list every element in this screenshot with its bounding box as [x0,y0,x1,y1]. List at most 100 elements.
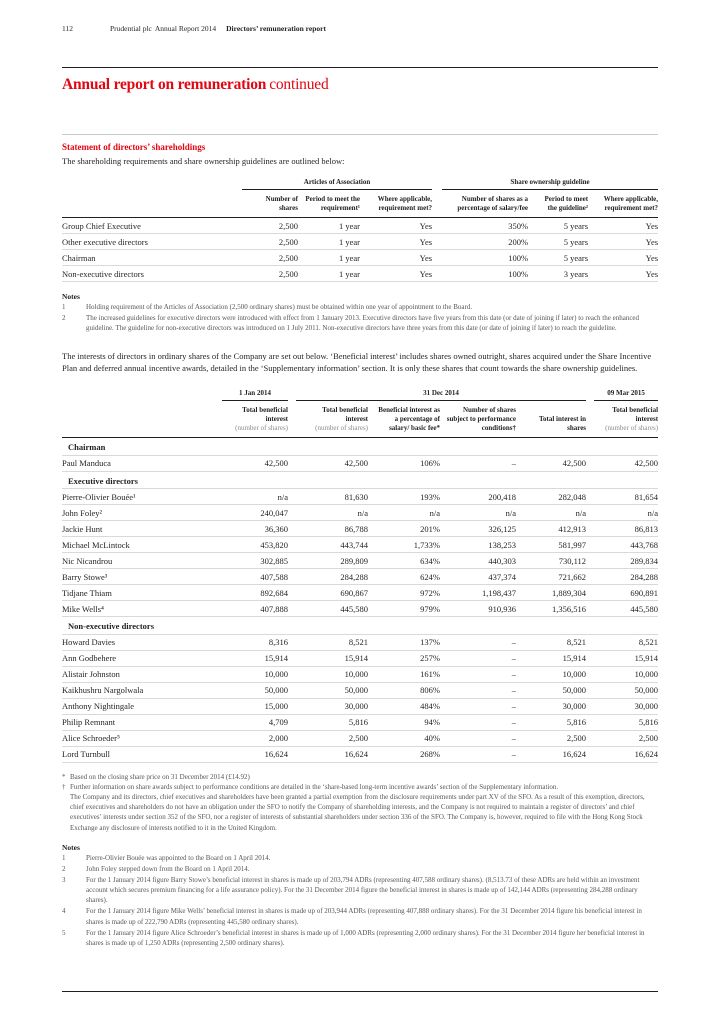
note-number: 2 [62,864,66,873]
cell: 302,885 [222,552,288,570]
cell: Yes [588,249,659,267]
footnotes-block: * Based on the closing share price on 31… [62,772,658,833]
cell: 42,500 [296,455,368,472]
row-label: Howard Davies [62,634,222,651]
row-label: Group Chief Executive [62,217,242,235]
note-text: John Foley stepped down from the Board o… [86,864,250,873]
cell: 5,816 [296,714,368,731]
cell: 161% [368,666,440,683]
row-label: Alice Schroeder⁵ [62,730,222,747]
group-header-row: Articles of Association Share ownership … [62,178,659,190]
cell: 624% [368,568,440,586]
interests-paragraph: The interests of directors in ordinary s… [62,350,652,374]
cell: 16,624 [516,746,587,763]
table-row: Alice Schroeder⁵ 2,000 2,500 40% – 2,500… [62,730,659,747]
cell: 412,913 [516,520,587,538]
column-group-guideline: Share ownership guideline [442,178,659,190]
cell: 443,768 [594,536,659,554]
page-title-continued: continued [269,76,329,93]
cell: 1 year [298,249,360,267]
column-header-row: Total beneficial interest (number of shar… [62,400,659,439]
column-title: Beneficial interest as a percentage of s… [378,406,440,433]
footnote-dagger-marker: † [62,783,66,792]
table-row: Paul Manduca 42,500 42,500 106% – 42,500… [62,455,659,472]
cell: 445,580 [296,600,368,618]
note-text: For the 1 January 2014 figure Mike Wells… [86,907,642,926]
cell: 2,500 [242,233,298,251]
table-row: Howard Davies 8,316 8,521 137% – 8,521 8… [62,634,659,651]
date-group-row: 1 Jan 2014 31 Dec 2014 09 Mar 2015 [62,389,659,402]
cell: – [440,698,516,715]
column-title: Total interest in shares [538,415,587,433]
cell: n/a [296,504,368,522]
cell: 15,914 [296,650,368,667]
cell: 440,303 [440,552,516,570]
column-header: Number of shares subject to performance … [440,400,516,439]
cell: 81,630 [296,488,368,506]
column-header: Where applicable, requirement met? [588,189,659,219]
cell: 106% [368,455,440,472]
cell: 15,914 [594,650,659,667]
cell: 42,500 [594,455,659,472]
cell: 5,816 [516,714,587,731]
row-label: Anthony Nightingale [62,698,222,715]
cell: 690,867 [296,584,368,602]
cell: 30,000 [516,698,587,715]
report-name: Annual Report 2014 [154,24,217,33]
table-row: Anthony Nightingale 15,000 30,000 484% –… [62,698,659,715]
notes-heading: Notes [62,292,80,302]
cell: 2,500 [516,730,587,747]
note-text: Holding requirement of the Articles of A… [86,303,473,312]
table-row: Group Chief Executive 2,500 1 year Yes 3… [62,217,659,235]
cell: n/a [368,504,440,522]
row-label: Barry Stowe³ [62,568,222,586]
row-label: Mike Wells⁴ [62,600,222,618]
cell: 30,000 [296,698,368,715]
cell: 5 years [528,233,589,251]
cell: 1 year [298,217,360,235]
cell: n/a [222,488,288,506]
cell: – [440,746,516,763]
title-block: Annual report on remuneration continued [62,67,658,94]
cell: 2,500 [594,730,659,747]
cell: 10,000 [222,666,288,683]
cell: 8,521 [594,634,659,651]
cell: 407,588 [222,568,288,586]
note-item: 3 For the 1 January 2014 figure Barry St… [62,875,658,905]
table-section-heading: Chairman [62,437,659,456]
note-number: 1 [62,853,66,862]
cell: 50,000 [222,682,288,699]
row-label: Ann Godbehere [62,650,222,667]
footnote-star-text: Based on the closing share price on 31 D… [70,772,250,781]
column-header: Total beneficial interest (number of shar… [296,400,368,439]
cell: 40% [368,730,440,747]
cell: 979% [368,600,440,618]
cell: 8,316 [222,634,288,651]
table-row: Philip Remnant 4,709 5,816 94% – 5,816 5… [62,714,659,731]
page-title-main: Annual report on remuneration [62,76,267,93]
column-header: Total beneficial interest (number of shar… [594,400,659,439]
cell: – [440,455,516,472]
cell: n/a [594,504,659,522]
table-row: Jackie Hunt 36,360 86,788 201% 326,125 4… [62,520,659,538]
cell: 437,374 [440,568,516,586]
cell: 1,198,437 [440,584,516,602]
note-number: 1 [62,303,66,312]
table-row: Barry Stowe³ 407,588 284,288 624% 437,37… [62,568,659,586]
column-header: Period to meet the requirement¹ [298,189,360,219]
cell: 2,500 [242,249,298,267]
cell: Yes [360,265,433,283]
intro-text: The shareholding requirements and share … [62,156,345,166]
cell: 100% [442,265,529,283]
cell: n/a [440,504,516,522]
cell: Yes [360,233,433,251]
column-header: Beneficial interest as a percentage of s… [368,400,440,439]
note-text: For the 1 January 2014 figure Alice Schr… [86,928,645,947]
note-item: 1 Holding requirement of the Articles of… [62,302,658,312]
notes-heading: Notes [62,842,80,852]
cell: 910,936 [440,600,516,618]
date-group-dec: 31 Dec 2014 [296,389,587,402]
column-subtitle: (number of shares) [605,424,659,433]
cell: 86,788 [296,520,368,538]
cell: 201% [368,520,440,538]
